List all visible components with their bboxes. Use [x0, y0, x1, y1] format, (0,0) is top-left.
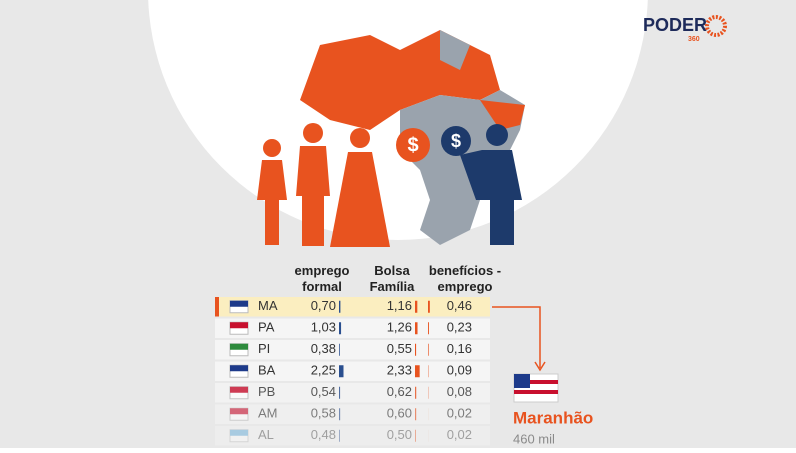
cell-bar [415, 387, 416, 399]
table-row: PA 1,03 1,26 0,23 [215, 319, 490, 339]
callout-population: 460 mil [513, 431, 555, 446]
svg-text:$: $ [451, 131, 461, 151]
cell-value: 0,16 [447, 341, 472, 356]
cell-value: 0,50 [387, 427, 412, 442]
flag-band [230, 430, 248, 436]
state-code: PA [258, 320, 275, 335]
cell-bar [428, 301, 430, 313]
table-row: MA 0,70 1,16 0,46 [215, 297, 490, 317]
cell-value: 0,09 [447, 363, 472, 378]
cell-bar [339, 301, 340, 313]
cell-bar [339, 387, 340, 399]
cell-bar [339, 430, 340, 442]
table-row: AL 0,48 0,50 0,02 [215, 426, 490, 446]
cell-value: 1,03 [311, 320, 336, 335]
cell-bar [339, 408, 340, 420]
state-code: BA [258, 363, 276, 378]
table-row: PB 0,54 0,62 0,08 [215, 383, 490, 403]
table-row: AM 0,58 0,60 0,02 [215, 405, 490, 425]
state-code: AM [258, 406, 278, 421]
state-code: PI [258, 341, 270, 356]
cell-bar [339, 344, 340, 356]
flag-band [230, 301, 248, 307]
cell-value: 0,08 [447, 384, 472, 399]
cell-value: 0,55 [387, 341, 412, 356]
svg-text:$: $ [407, 134, 418, 156]
flag-band [230, 387, 248, 393]
cell-value: 0,02 [447, 406, 472, 421]
cell-value: 0,46 [447, 298, 472, 313]
cell-value: 1,16 [387, 298, 412, 313]
cell-bar [339, 322, 341, 334]
cell-bar [339, 365, 344, 377]
flag-band [230, 408, 248, 414]
flag-band [230, 365, 248, 371]
flag-band [230, 322, 248, 328]
cell-value: 0,70 [311, 298, 336, 313]
cell-value: 0,54 [311, 384, 336, 399]
flag-band [230, 344, 248, 350]
cell-bar [415, 322, 418, 334]
cell-value: 0,58 [311, 406, 336, 421]
row-highlight [215, 297, 219, 317]
cell-bar [428, 344, 429, 356]
logo-text: PODER [643, 15, 707, 35]
state-code: AL [258, 427, 274, 442]
cell-value: 0,48 [311, 427, 336, 442]
cell-bar [428, 322, 429, 334]
state-code: PB [258, 384, 275, 399]
cell-value: 2,33 [387, 363, 412, 378]
cell-value: 0,02 [447, 427, 472, 442]
cell-bar [415, 365, 420, 377]
cell-value: 0,23 [447, 320, 472, 335]
table-row: BA 2,25 2,33 0,09 [215, 362, 490, 382]
cell-value: 1,26 [387, 320, 412, 335]
ma-flag-large [514, 374, 558, 402]
cell-value: 2,25 [311, 363, 336, 378]
state-code: MA [258, 298, 278, 313]
table-row: PI 0,38 0,55 0,16 [215, 340, 490, 360]
callout-name: Maranhão [513, 408, 593, 427]
cell-value: 0,62 [387, 384, 412, 399]
logo-sub: 360 [688, 36, 700, 43]
cell-value: 0,60 [387, 406, 412, 421]
cell-value: 0,38 [311, 341, 336, 356]
column-header: benefícios -emprego [429, 263, 501, 294]
cell-bar [415, 344, 416, 356]
cell-bar [415, 430, 416, 442]
cell-bar [415, 408, 416, 420]
cell-bar [415, 301, 417, 313]
